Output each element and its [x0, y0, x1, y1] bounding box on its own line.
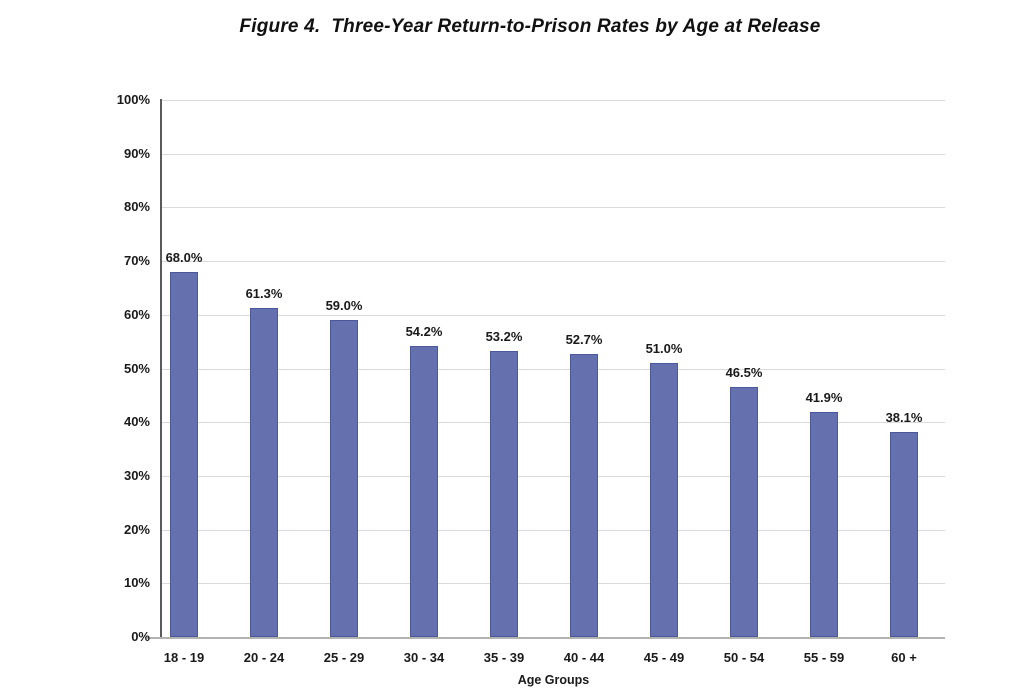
- bar-value-label: 54.2%: [405, 323, 443, 339]
- y-tick-label: 10%: [123, 575, 150, 591]
- bar: [890, 432, 918, 637]
- x-tick-label: 40 - 44: [563, 650, 605, 665]
- y-tick-label: 90%: [123, 145, 150, 161]
- x-tick-label: 60 +: [891, 650, 917, 665]
- bar-value-label: 53.2%: [485, 329, 523, 345]
- bar-value-label: 41.9%: [805, 390, 843, 405]
- x-tick-label: 50 - 54: [723, 650, 765, 665]
- y-tick-label: 80%: [123, 199, 150, 215]
- bar-value-label: 51.0%: [645, 341, 683, 357]
- x-tick-label: 35 - 39: [483, 650, 525, 665]
- bar-value-label: 61.3%: [245, 285, 283, 301]
- y-tick-label: 30%: [123, 467, 150, 483]
- bar: [250, 307, 278, 637]
- x-tick-label: 45 - 49: [643, 650, 685, 665]
- bar: [730, 387, 758, 637]
- x-tick-label: 18 - 19: [163, 650, 205, 665]
- gridline: [162, 261, 945, 263]
- y-tick-label: 100%: [116, 92, 150, 107]
- gridline: [162, 314, 945, 316]
- bar-value-label: 52.7%: [565, 332, 603, 348]
- x-axis-title: Age Groups: [517, 673, 590, 687]
- chart-title: Figure 4. Three-Year Return-to-Prison Ra…: [239, 16, 821, 37]
- gridline: [162, 529, 945, 531]
- bar: [170, 271, 198, 637]
- bar-value-label: 38.1%: [885, 410, 923, 426]
- x-tick-label: 20 - 24: [243, 650, 285, 665]
- bar-value-label: 68.0%: [165, 249, 203, 265]
- gridline: [162, 583, 945, 585]
- gridline: [162, 422, 945, 424]
- y-tick-label: 0%: [131, 629, 150, 644]
- x-axis-line: [147, 637, 945, 639]
- bar: [810, 412, 838, 637]
- gridline: [162, 475, 945, 477]
- gridline: [162, 207, 945, 209]
- bar-value-label: 59.0%: [325, 298, 363, 314]
- y-axis-line: [160, 99, 162, 639]
- y-tick-label: 20%: [123, 521, 150, 537]
- plot-area: 0% 10% 20% 30% 40% 50% 60% 70% 80% 90% 100% 68.0% 18…: [117, 92, 945, 665]
- gridline: [162, 368, 945, 370]
- bar: [650, 363, 678, 637]
- gridline: [162, 153, 945, 155]
- y-tick-label: 70%: [123, 253, 150, 269]
- y-tick-label: 50%: [123, 360, 150, 376]
- y-tick-label: 40%: [123, 414, 150, 430]
- bar: [570, 354, 598, 637]
- bar: [330, 320, 358, 637]
- x-tick-label: 55 - 59: [803, 650, 845, 665]
- bar-value-label: 46.5%: [725, 365, 763, 381]
- y-tick-label: 60%: [123, 306, 150, 322]
- bar: [410, 345, 438, 637]
- bar: [490, 351, 518, 637]
- gridline: [162, 100, 945, 101]
- x-tick-label: 30 - 34: [403, 650, 445, 665]
- x-tick-label: 25 - 29: [323, 650, 365, 665]
